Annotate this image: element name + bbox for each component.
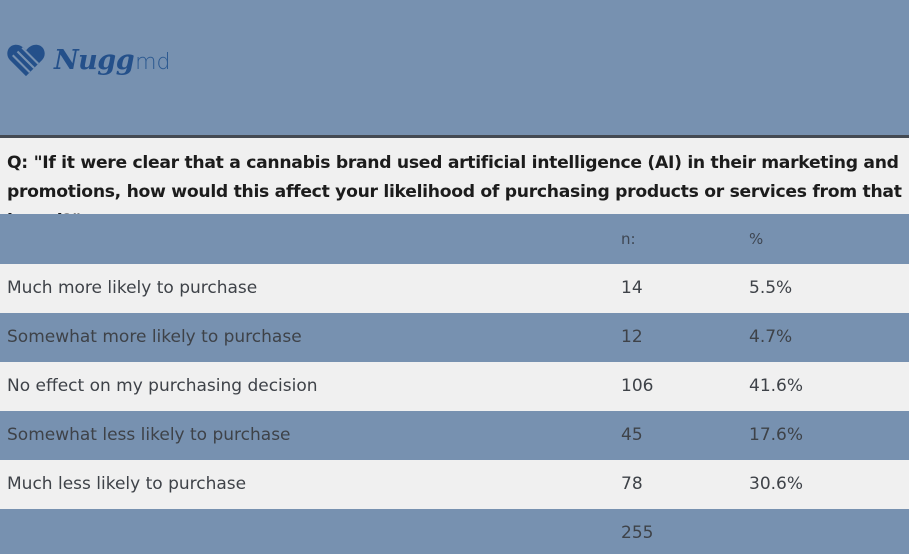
response-percent: 4.7% <box>749 327 793 347</box>
response-label: Somewhat less likely to purchase <box>7 425 291 445</box>
logo-brand-script: Nugg <box>54 44 135 76</box>
response-percent: 17.6% <box>749 425 804 445</box>
header: Nugg md <box>0 0 909 135</box>
question-line-1: Q: "If it were clear that a cannabis bra… <box>7 153 899 173</box>
response-label: Somewhat more likely to purchase <box>7 327 302 347</box>
nuggmd-logo[interactable]: Nugg md <box>7 42 170 78</box>
table-row: Much more likely to purchase 14 5.5% <box>0 264 909 313</box>
response-percent: 30.6% <box>749 474 804 494</box>
response-percent: 41.6% <box>749 376 804 396</box>
table-total-row: 255 <box>0 509 909 554</box>
response-count: 14 <box>621 278 643 298</box>
response-label: No effect on my purchasing decision <box>7 376 318 396</box>
column-header-n: n: <box>621 230 636 248</box>
table-row: No effect on my purchasing decision 106 … <box>0 362 909 411</box>
response-count: 78 <box>621 474 643 494</box>
response-count: 12 <box>621 327 643 347</box>
response-percent: 5.5% <box>749 278 793 298</box>
response-count: 106 <box>621 376 654 396</box>
table-row: Somewhat less likely to purchase 45 17.6… <box>0 411 909 460</box>
heart-stripes-icon <box>7 44 45 77</box>
table-row: Somewhat more likely to purchase 12 4.7% <box>0 313 909 362</box>
response-label: Much more likely to purchase <box>7 278 258 298</box>
response-label: Much less likely to purchase <box>7 474 247 494</box>
response-count: 45 <box>621 425 643 445</box>
logo-brand-suffix: md <box>135 49 171 75</box>
total-count: 255 <box>621 523 654 543</box>
column-header-percent: % <box>749 230 764 248</box>
table-row: Much less likely to purchase 78 30.6% <box>0 460 909 509</box>
header-divider <box>0 135 909 138</box>
table-header-row: n: % <box>0 214 909 263</box>
survey-question: Q: "If it were clear that a cannabis bra… <box>0 138 909 231</box>
